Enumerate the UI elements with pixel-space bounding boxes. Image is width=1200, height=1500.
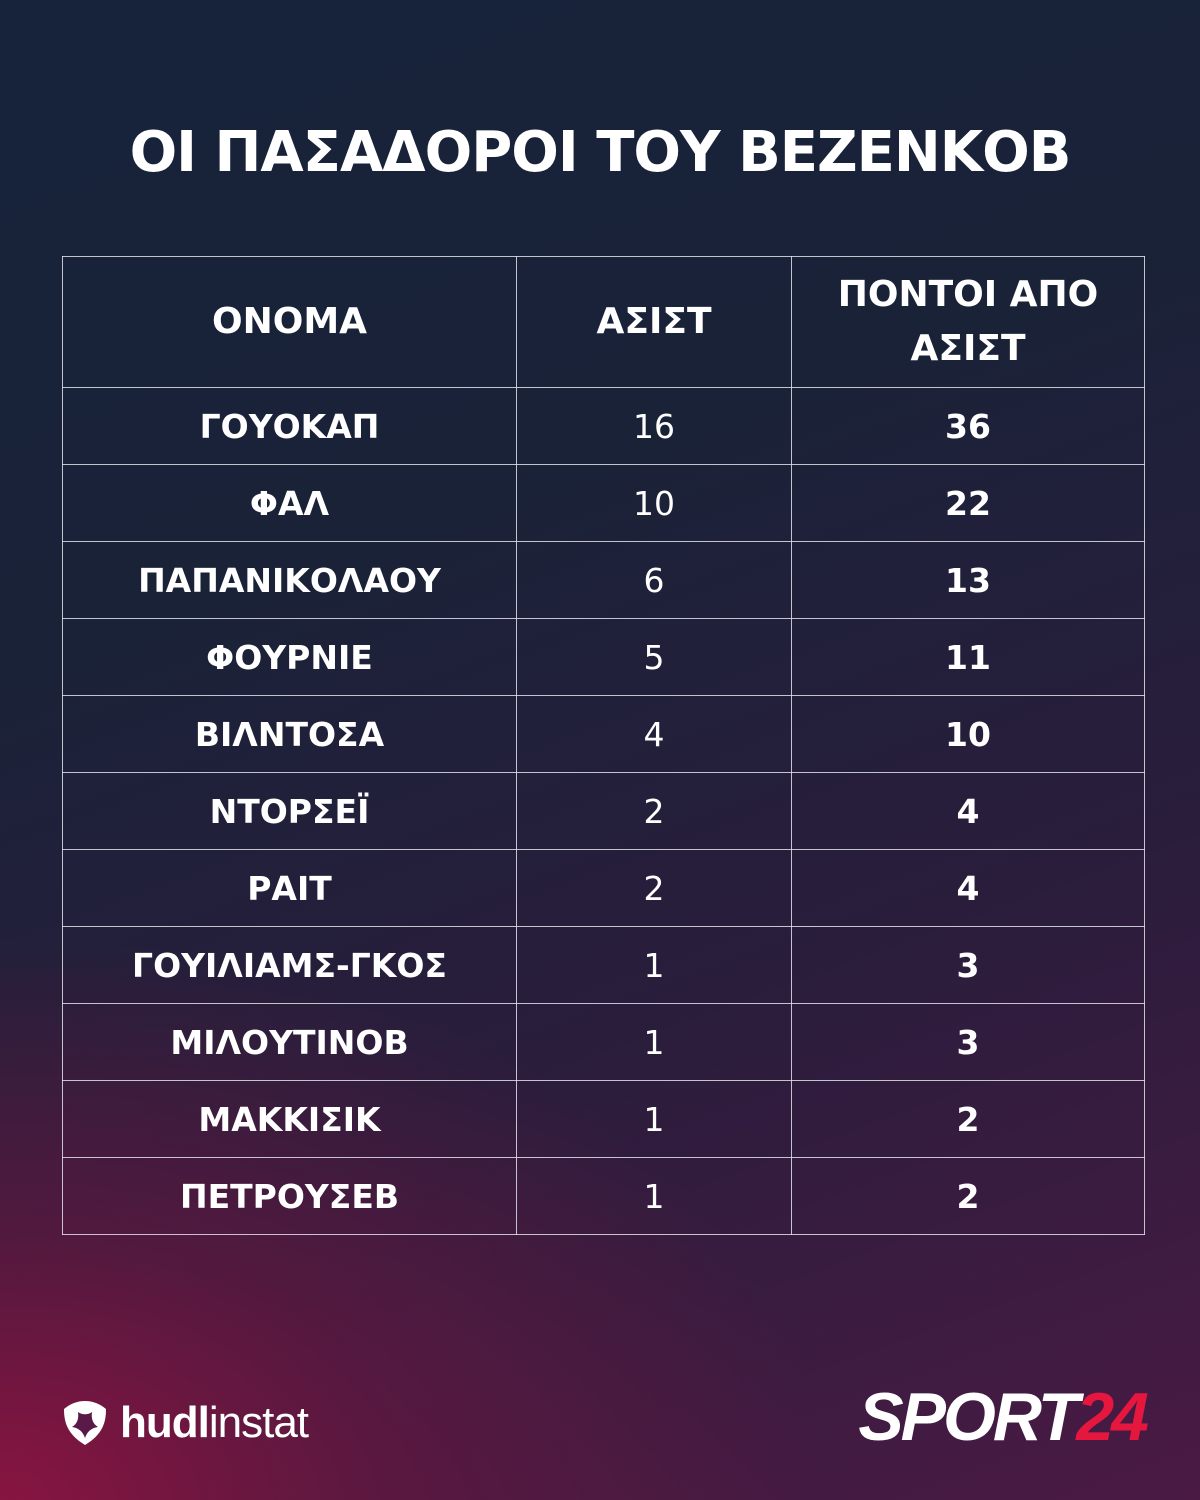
table-row: ΦΟΥΡΝΙΕ 5 11 xyxy=(62,618,1145,696)
assists-cell: 1 xyxy=(516,926,792,1004)
table-row: ΝΤΟΡΣΕΪ 2 4 xyxy=(62,772,1145,850)
player-name-cell: ΡΑΙΤ xyxy=(62,849,517,927)
header-points-line2: ΑΣΙΣΤ xyxy=(910,328,1026,369)
table-row: ΓΟΥΟΚΑΠ 16 36 xyxy=(62,387,1145,465)
assists-cell: 1 xyxy=(516,1080,792,1158)
hudl-instat-wordmark: hudlinstat xyxy=(120,1393,309,1453)
assists-cell: 1 xyxy=(516,1157,792,1235)
points-from-assists-cell: 2 xyxy=(791,1080,1145,1158)
player-name-cell: ΜΑΚΚΙΣΙΚ xyxy=(62,1080,517,1158)
assists-table: ΟΝΟΜΑ ΑΣΙΣΤ ΠΟΝΤΟΙ ΑΠΟ ΑΣΙΣΤ ΓΟΥΟΚΑΠ 16 36… xyxy=(62,256,1145,1235)
table-row: ΜΙΛΟΥΤΙΝΟΒ 1 3 xyxy=(62,1003,1145,1081)
page-title: ΟΙ ΠΑΣΑΔΟΡΟΙ ΤΟΥ ΒΕΖΕΝΚΟΒ xyxy=(129,120,1072,185)
player-name-cell: ΝΤΟΡΣΕΪ xyxy=(62,772,517,850)
points-from-assists-cell: 4 xyxy=(791,772,1145,850)
points-from-assists-cell: 2 xyxy=(791,1157,1145,1235)
assists-cell: 4 xyxy=(516,695,792,773)
sport24-word: SPORT xyxy=(858,1379,1079,1455)
table-header-row: ΟΝΟΜΑ ΑΣΙΣΤ ΠΟΝΤΟΙ ΑΠΟ ΑΣΙΣΤ xyxy=(62,256,1145,388)
points-from-assists-cell: 4 xyxy=(791,849,1145,927)
table-row: ΡΑΙΤ 2 4 xyxy=(62,849,1145,927)
table-row: ΒΙΛΝΤΟΣΑ 4 10 xyxy=(62,695,1145,773)
table-row: ΠΕΤΡΟΥΣΕΒ 1 2 xyxy=(62,1157,1145,1235)
player-name-cell: ΦΟΥΡΝΙΕ xyxy=(62,618,517,696)
hudl-instat-logo: hudlinstat xyxy=(60,1393,309,1453)
player-name-cell: ΒΙΛΝΤΟΣΑ xyxy=(62,695,517,773)
sport24-number: 24 xyxy=(1076,1379,1149,1455)
assists-cell: 2 xyxy=(516,849,792,927)
assists-cell: 6 xyxy=(516,541,792,619)
assists-cell: 10 xyxy=(516,464,792,542)
points-from-assists-cell: 36 xyxy=(791,387,1145,465)
player-name-cell: ΠΑΠΑΝΙΚΟΛΑΟΥ xyxy=(62,541,517,619)
points-from-assists-cell: 3 xyxy=(791,1003,1145,1081)
header-name: ΟΝΟΜΑ xyxy=(62,256,517,388)
player-name-cell: ΓΟΥΙΛΙΑΜΣ-ΓΚΟΣ xyxy=(62,926,517,1004)
table-row: ΠΑΠΑΝΙΚΟΛΑΟΥ 6 13 xyxy=(62,541,1145,619)
table-row: ΓΟΥΙΛΙΑΜΣ-ΓΚΟΣ 1 3 xyxy=(62,926,1145,1004)
header-points: ΠΟΝΤΟΙ ΑΠΟ ΑΣΙΣΤ xyxy=(791,256,1145,388)
player-name-cell: ΦΑΛ xyxy=(62,464,517,542)
assists-cell: 16 xyxy=(516,387,792,465)
points-from-assists-cell: 22 xyxy=(791,464,1145,542)
header-assists: ΑΣΙΣΤ xyxy=(516,256,792,388)
header-points-line1: ΠΟΝΤΟΙ ΑΠΟ xyxy=(837,274,1099,315)
hudl-shield-icon xyxy=(60,1398,110,1448)
points-from-assists-cell: 3 xyxy=(791,926,1145,1004)
hudl-wordmark-bold: hudl xyxy=(120,1398,210,1447)
sport24-logo: SPORT 24 xyxy=(790,1379,1149,1455)
table-row: ΜΑΚΚΙΣΙΚ 1 2 xyxy=(62,1080,1145,1158)
assists-cell: 1 xyxy=(516,1003,792,1081)
player-name-cell: ΠΕΤΡΟΥΣΕΒ xyxy=(62,1157,517,1235)
points-from-assists-cell: 13 xyxy=(791,541,1145,619)
table-row: ΦΑΛ 10 22 xyxy=(62,464,1145,542)
assists-cell: 2 xyxy=(516,772,792,850)
points-from-assists-cell: 11 xyxy=(791,618,1145,696)
points-from-assists-cell: 10 xyxy=(791,695,1145,773)
player-name-cell: ΜΙΛΟΥΤΙΝΟΒ xyxy=(62,1003,517,1081)
assists-cell: 5 xyxy=(516,618,792,696)
player-name-cell: ΓΟΥΟΚΑΠ xyxy=(62,387,517,465)
hudl-wordmark-light: instat xyxy=(208,1398,309,1447)
